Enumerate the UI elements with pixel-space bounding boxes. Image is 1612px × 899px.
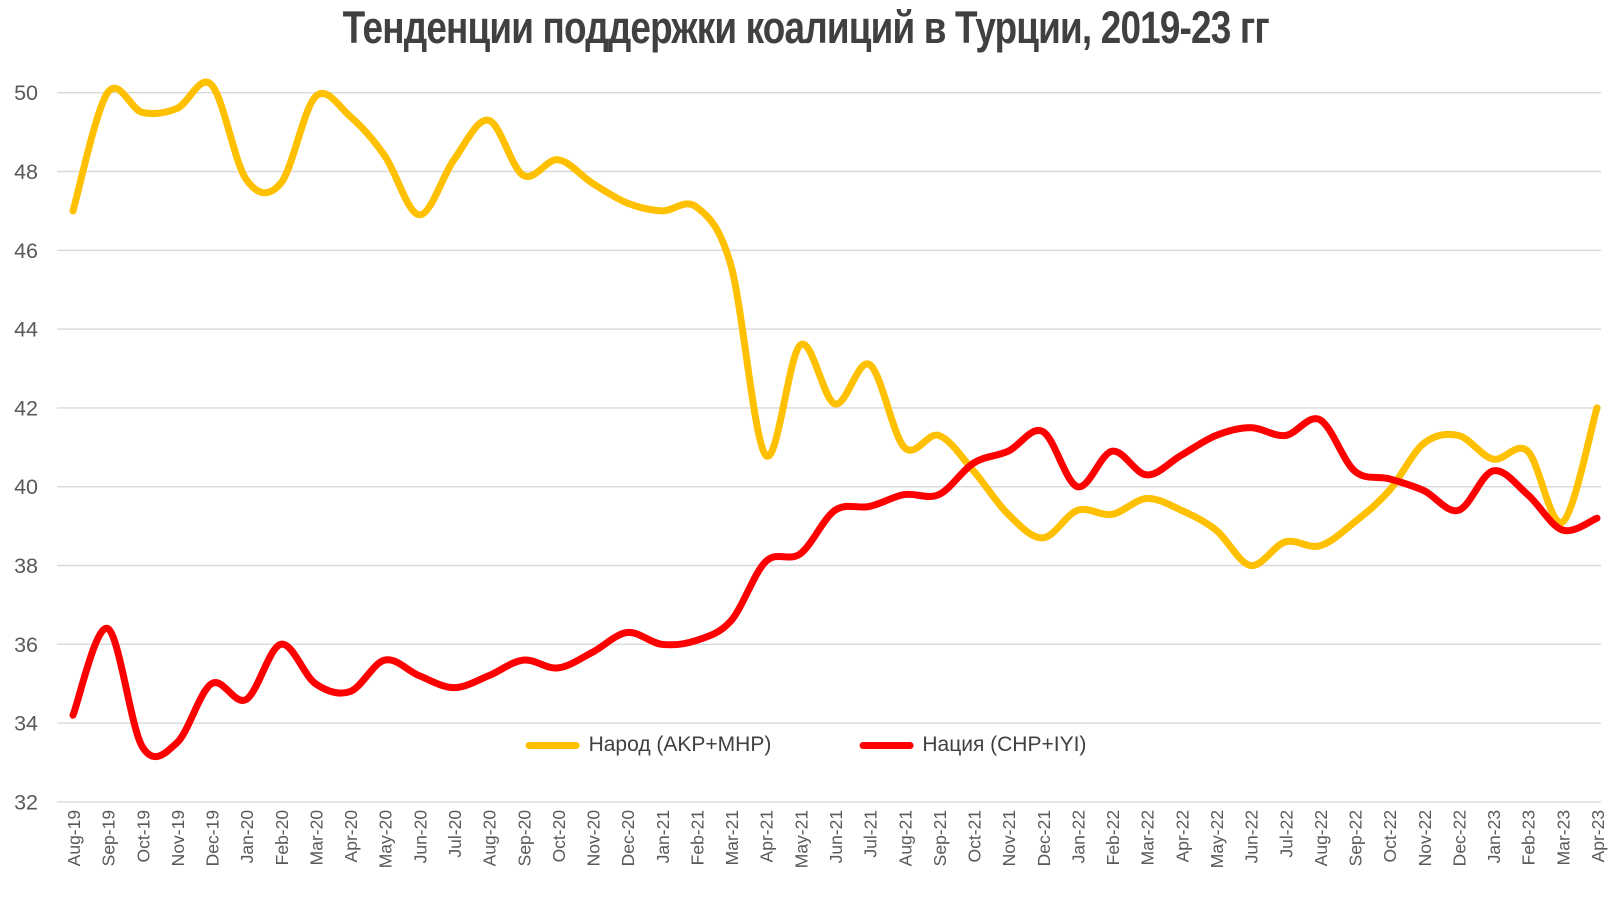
legend-item-natsiya: Нация (CHP+IYI) bbox=[859, 733, 1086, 757]
x-axis-tick-label: Jul-21 bbox=[861, 810, 881, 858]
x-axis-tick-label: Dec-22 bbox=[1449, 810, 1469, 866]
y-axis-tick-label: 50 bbox=[14, 81, 38, 105]
x-axis-tick-label: Nov-20 bbox=[584, 810, 604, 867]
x-axis-tick-label: Dec-19 bbox=[203, 810, 223, 866]
x-axis-tick-label: Mar-22 bbox=[1138, 810, 1158, 865]
x-axis-tick-label: Oct-20 bbox=[549, 810, 569, 863]
y-axis-tick-label: 40 bbox=[14, 475, 38, 499]
x-axis-tick-label: May-20 bbox=[376, 810, 396, 869]
x-axis-tick-label: May-21 bbox=[791, 810, 811, 868]
x-axis-tick-label: Jun-21 bbox=[826, 810, 846, 864]
natsiya-series-swatch-icon bbox=[859, 741, 914, 749]
x-axis-tick-label: Sep-19 bbox=[99, 810, 119, 866]
x-axis-tick-label: Aug-21 bbox=[895, 810, 915, 866]
x-axis-tick-label: Apr-21 bbox=[757, 810, 777, 863]
x-axis-tick-label: Apr-20 bbox=[341, 810, 361, 863]
x-axis-tick-label: Jan-23 bbox=[1484, 810, 1504, 864]
x-axis-tick-label: Oct-19 bbox=[133, 810, 153, 863]
legend-label-natsiya: Нация (CHP+IYI) bbox=[922, 733, 1087, 756]
y-axis-tick-label: 38 bbox=[14, 554, 38, 578]
x-axis-tick-label: Jun-22 bbox=[1242, 810, 1262, 864]
x-axis-tick-label: Mar-20 bbox=[306, 810, 326, 866]
narod-line bbox=[69, 78, 1601, 569]
x-axis-tick-label: Feb-23 bbox=[1519, 810, 1539, 865]
x-axis-tick-label: Nov-22 bbox=[1415, 810, 1435, 866]
x-axis-tick-label: Mar-21 bbox=[722, 810, 742, 865]
x-axis-tick-label: Mar-23 bbox=[1553, 810, 1573, 865]
x-axis-tick-label: Aug-20 bbox=[480, 810, 500, 867]
y-axis-tick-label: 32 bbox=[14, 790, 38, 814]
x-axis-tick-label: Sep-21 bbox=[930, 810, 950, 866]
x-axis-tick-label: Jul-22 bbox=[1276, 810, 1296, 858]
chart-title-text: Тенденции поддержки коалиций в Турции, 2… bbox=[342, 2, 1270, 53]
x-axis-tick-label: Dec-20 bbox=[618, 810, 638, 867]
x-axis-tick-label: Feb-22 bbox=[1103, 810, 1123, 865]
x-axis-tick-label: Feb-20 bbox=[272, 810, 292, 866]
x-axis-tick-label: Oct-22 bbox=[1380, 810, 1400, 863]
y-axis-tick-label: 44 bbox=[14, 318, 38, 342]
x-axis-tick-label: Sep-20 bbox=[514, 810, 534, 867]
x-axis-tick-label: Nov-21 bbox=[999, 810, 1019, 866]
y-axis-tick-label: 34 bbox=[14, 712, 38, 736]
x-axis-tick-label: Jul-20 bbox=[445, 810, 465, 858]
y-axis-tick-label: 48 bbox=[14, 160, 38, 184]
x-axis-tick-label: Jan-21 bbox=[653, 810, 673, 864]
x-axis-tick-label: Jun-20 bbox=[410, 810, 430, 864]
legend-label-narod: Народ (AKP+MHP) bbox=[588, 733, 772, 756]
x-axis-tick-label: Feb-21 bbox=[687, 810, 707, 865]
y-axis-tick-label: 36 bbox=[14, 633, 38, 657]
x-axis-tick-label: Sep-22 bbox=[1346, 810, 1366, 866]
x-axis-tick-label: Aug-22 bbox=[1311, 810, 1331, 866]
x-axis-tick-label: Nov-19 bbox=[168, 810, 188, 866]
x-axis-tick-label: Jan-20 bbox=[237, 810, 257, 864]
legend: Народ (AKP+MHP) Нация (CHP+IYI) bbox=[525, 733, 1086, 757]
legend-item-narod: Народ (AKP+MHP) bbox=[525, 733, 772, 757]
x-axis-tick-label: May-22 bbox=[1207, 810, 1227, 868]
y-axis-tick-label: 42 bbox=[14, 396, 38, 420]
y-axis-tick-label: 46 bbox=[14, 239, 38, 263]
x-axis-tick-label: Apr-22 bbox=[1172, 810, 1192, 863]
narod-series-swatch-icon bbox=[525, 741, 580, 749]
x-axis-tick-label: Aug-19 bbox=[64, 810, 84, 866]
x-axis-tick-label: Dec-21 bbox=[1034, 810, 1054, 866]
x-axis-tick-label: Jan-22 bbox=[1068, 810, 1088, 864]
natsiya-line bbox=[69, 415, 1601, 761]
chart-title: Тенденции поддержки коалиций в Турции, 2… bbox=[0, 2, 1612, 54]
x-axis-tick-label: Apr-23 bbox=[1588, 810, 1608, 863]
x-axis-tick-label: Oct-21 bbox=[965, 810, 985, 863]
